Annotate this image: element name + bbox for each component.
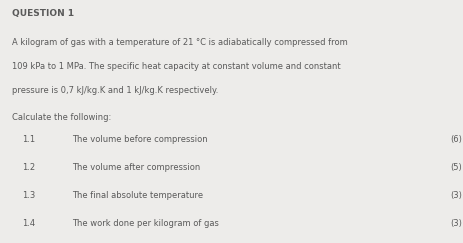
Text: 1.2: 1.2: [22, 163, 35, 172]
Text: A kilogram of gas with a temperature of 21 °C is adiabatically compressed from: A kilogram of gas with a temperature of …: [12, 38, 347, 47]
Text: 1.1: 1.1: [22, 135, 35, 144]
Text: (3): (3): [449, 191, 461, 200]
Text: (6): (6): [449, 135, 461, 144]
Text: The volume after compression: The volume after compression: [72, 163, 200, 172]
Text: The final absolute temperature: The final absolute temperature: [72, 191, 203, 200]
Text: 1.3: 1.3: [22, 191, 36, 200]
Text: Calculate the following:: Calculate the following:: [12, 113, 111, 122]
Text: (5): (5): [449, 163, 461, 172]
Text: 109 kPa to 1 MPa. The specific heat capacity at constant volume and constant: 109 kPa to 1 MPa. The specific heat capa…: [12, 62, 339, 71]
Text: The volume before compression: The volume before compression: [72, 135, 207, 144]
Text: The work done per kilogram of gas: The work done per kilogram of gas: [72, 219, 219, 228]
Text: QUESTION 1: QUESTION 1: [12, 9, 74, 17]
Text: 1.4: 1.4: [22, 219, 35, 228]
Text: (3): (3): [449, 219, 461, 228]
Text: pressure is 0,7 kJ/kg.K and 1 kJ/kg.K respectively.: pressure is 0,7 kJ/kg.K and 1 kJ/kg.K re…: [12, 86, 218, 95]
